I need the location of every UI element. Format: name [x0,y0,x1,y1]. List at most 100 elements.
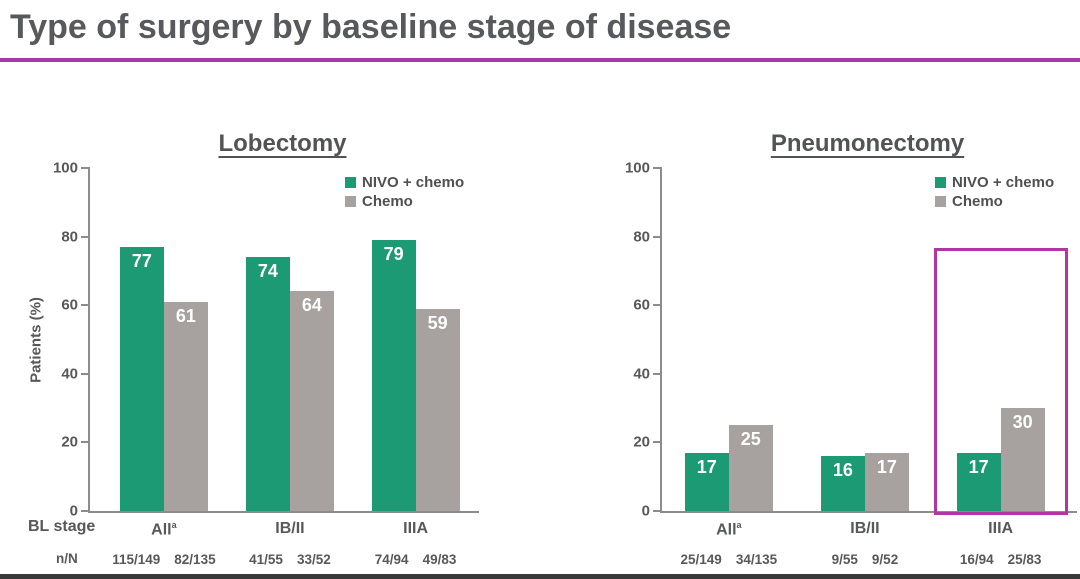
legend-swatch-icon [935,177,946,188]
bl-stage-row-label: BL stage [28,518,96,535]
n-over-N-value: 16/94 [959,552,994,567]
y-tick-mark [653,304,662,307]
y-tick-label: 100 [52,159,78,177]
category-label: Alla [716,521,741,538]
bar-chemo: 61 [163,301,208,511]
bar-value-label: 61 [175,305,196,326]
n-over-N-value: 49/83 [422,552,457,567]
title-rule [0,58,1080,62]
n-over-N-pair: 16/94 25/83 [960,553,1042,567]
plot-area: 0 20 40 60 80 100 77 61 Alla 115/149 82/135 74 64 IB/… [53,161,479,566]
legend-swatch-icon [345,177,356,188]
plot-area: 0 20 40 60 80 100 17 25 Alla 25/149 34/135 16 17 IB/I… [625,161,1077,566]
legend-label: Chemo [362,193,413,210]
bar-chemo: 59 [415,308,460,511]
legend-row: NIVO + chemo [935,175,1054,190]
y-tick-label: 80 [633,228,650,246]
category-label: Alla [151,521,176,538]
bar-value-label: 17 [696,456,717,477]
category-text: IB/II [850,520,880,537]
n-over-N-value: 82/135 [174,552,216,567]
legend: NIVO + chemo Chemo [345,175,464,213]
y-tick-mark [653,441,662,444]
bar-value-label: 79 [383,244,404,265]
legend-row: Chemo [935,194,1054,209]
n-over-N-pair: 74/94 49/83 [375,553,457,567]
category-text: All [151,521,172,539]
y-tick-mark [81,167,90,169]
y-tick-label: 0 [69,502,78,520]
category-label: IB/II [850,521,879,537]
category-text: All [716,521,737,539]
n-over-N-pair: 41/55 33/52 [249,553,331,567]
bar-value-label: 17 [968,456,989,477]
bar-value-label: 59 [427,312,448,333]
legend-label: NIVO + chemo [952,174,1055,191]
y-tick-mark [653,167,662,169]
y-tick-mark [653,372,662,375]
legend-row: Chemo [345,194,464,209]
bar-chemo: 64 [289,291,334,511]
bar-nivo-chemo: 17 [684,452,729,511]
category-text: IIIA [988,520,1014,537]
n-over-N-value: 9/55 [831,552,858,567]
category-superscript: a [736,520,742,530]
y-tick-label: 40 [633,365,650,383]
y-tick-label: 80 [61,228,78,246]
bar-value-label: 25 [740,429,761,450]
chart-title: Lobectomy [218,130,347,157]
y-tick-mark [653,235,662,238]
y-tick-mark [653,510,662,512]
n-over-N-value: 115/149 [112,552,161,567]
bar-value-label: 77 [131,250,152,271]
n-over-N-pair: 115/149 82/135 [112,553,215,567]
y-tick-mark [81,441,90,444]
bottom-strip [0,574,1080,579]
category-superscript: a [171,520,177,530]
y-tick-label: 0 [641,502,650,520]
bar-group: 16 17 [820,168,909,511]
legend-swatch-icon [935,196,946,207]
n-over-N-value: 34/135 [735,552,778,567]
n-over-N-value: 9/52 [871,552,899,567]
y-tick-label: 20 [633,433,650,451]
bar-nivo-chemo: 16 [820,456,865,511]
bar-value-label: 64 [301,295,322,316]
y-tick-mark [81,235,90,238]
bar-nivo-chemo: 79 [371,240,416,511]
chart-title: Pneumonectomy [770,130,965,157]
n-over-N-value: 41/55 [249,552,283,567]
y-tick-label: 20 [61,433,78,451]
bar-value-label: 30 [1012,412,1033,433]
y-tick-label: 60 [61,296,78,314]
bar-value-label: 74 [257,261,278,282]
n-over-N-row-label: n/N [56,551,78,566]
bar-nivo-chemo: 74 [245,257,290,511]
category-label: IIIA [403,521,428,537]
pneumonectomy-chart: Pneumonectomy 0 20 40 60 80 100 17 25 Alla 25/149 3… [545,95,1080,579]
page-title: Type of surgery by baseline stage of dis… [10,8,732,46]
category-text: IIIA [403,520,429,537]
bar-nivo-chemo: 17 [956,452,1001,511]
n-over-N-value: 33/52 [296,552,331,567]
n-over-N-value: 25/83 [1007,552,1042,567]
legend-row: NIVO + chemo [345,175,464,190]
bar-chemo: 30 [1000,408,1045,511]
legend-swatch-icon [345,196,356,207]
bar-chemo: 17 [864,452,909,511]
lobectomy-chart: Lobectomy Patients (%) 0 20 40 60 80 100 77 61 All… [0,95,545,579]
y-tick-label: 60 [633,296,650,314]
y-tick-label: 100 [624,159,650,177]
y-tick-mark [81,304,90,307]
category-label: IB/II [275,521,304,537]
bar-nivo-chemo: 77 [119,246,164,511]
n-over-N-value: 74/94 [374,552,409,567]
category-label: IIIA [988,521,1013,537]
bar-value-label: 16 [832,460,853,481]
bar-chemo: 25 [728,425,773,511]
y-tick-mark [81,372,90,375]
bar-group: 79 59 [371,168,460,511]
category-text: IB/II [275,520,305,537]
n-over-N-pair: 25/149 34/135 [681,553,778,567]
